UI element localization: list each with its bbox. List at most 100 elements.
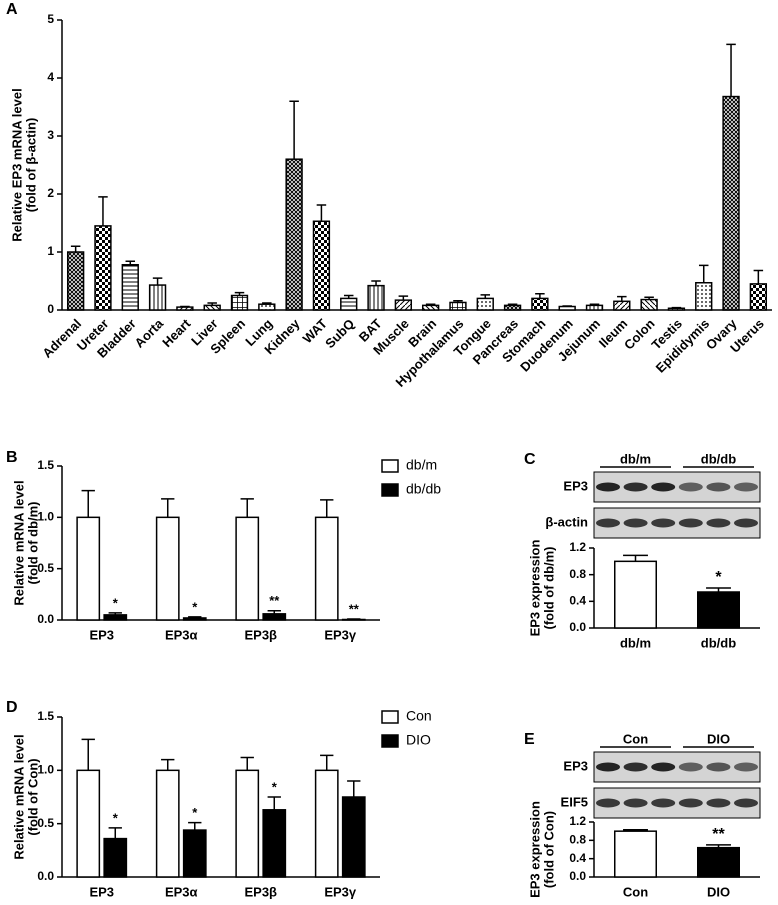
x-tick-label: DIO bbox=[707, 884, 730, 899]
blot-band bbox=[651, 482, 676, 492]
y-axis-label: EP3 expression bbox=[527, 801, 542, 898]
bar bbox=[476, 297, 494, 311]
lane-label: DIO bbox=[707, 731, 730, 746]
blot-band bbox=[734, 518, 758, 528]
error-bar bbox=[289, 100, 299, 160]
bar bbox=[121, 264, 139, 311]
significance: * bbox=[715, 569, 722, 586]
y-tick-label: 5 bbox=[47, 12, 54, 26]
y-tick-label: 1.5 bbox=[37, 458, 54, 472]
blot-band bbox=[651, 518, 676, 528]
error-bar bbox=[320, 754, 334, 771]
bar bbox=[421, 304, 440, 311]
bar bbox=[258, 303, 276, 311]
y-tick-label: 1.5 bbox=[37, 709, 54, 723]
bar bbox=[94, 225, 112, 311]
error-bar bbox=[623, 554, 648, 562]
blot-band bbox=[596, 482, 620, 492]
y-tick-label: 1.0 bbox=[37, 510, 54, 524]
blot-band bbox=[651, 798, 676, 808]
bar bbox=[503, 304, 522, 311]
bar bbox=[155, 516, 180, 621]
legend-swatch bbox=[381, 710, 399, 724]
bar bbox=[235, 516, 260, 621]
bar bbox=[394, 299, 413, 311]
error-bar bbox=[480, 294, 491, 299]
bar bbox=[667, 307, 686, 311]
significance: * bbox=[192, 805, 198, 820]
y-tick-label: 4 bbox=[47, 70, 54, 84]
y-axis-label: Relative EP3 mRNA level bbox=[9, 88, 24, 241]
x-tick-label: EP3 bbox=[89, 884, 114, 899]
error-bar bbox=[589, 303, 600, 306]
blot-band bbox=[623, 762, 648, 772]
bar bbox=[697, 846, 740, 878]
blot-band bbox=[623, 518, 648, 528]
x-tick-label: db/m bbox=[620, 635, 651, 650]
panel-label: C bbox=[524, 451, 536, 468]
y-axis-label: (fold of db/m) bbox=[541, 546, 556, 629]
x-tick-label: EP3β bbox=[244, 884, 277, 899]
bar bbox=[367, 284, 385, 311]
lane-label: Con bbox=[623, 731, 648, 746]
bar bbox=[449, 301, 467, 311]
blot-band bbox=[678, 518, 703, 528]
bar bbox=[558, 305, 576, 311]
lane-label: db/db bbox=[701, 451, 736, 466]
blot-band bbox=[706, 482, 731, 492]
error-bar bbox=[125, 260, 136, 265]
blot-row-label: EIF5 bbox=[561, 794, 588, 809]
blot-row-label: EP3 bbox=[563, 758, 588, 773]
error-bar bbox=[161, 758, 175, 771]
bar bbox=[262, 613, 287, 621]
bar bbox=[341, 796, 366, 878]
legend-label: Con bbox=[406, 708, 432, 724]
error-bar bbox=[267, 610, 281, 614]
error-bar bbox=[188, 616, 202, 618]
error-bar bbox=[562, 305, 572, 307]
bar bbox=[235, 769, 260, 878]
error-bar bbox=[706, 587, 731, 592]
bar bbox=[230, 294, 249, 311]
panel-label: A bbox=[6, 1, 18, 18]
y-tick-label: 0.8 bbox=[569, 567, 586, 581]
legend-label: DIO bbox=[406, 732, 431, 748]
y-axis-label: (fold of β-actin) bbox=[23, 118, 38, 213]
blot-band bbox=[734, 798, 758, 808]
error-bar bbox=[108, 827, 122, 839]
y-tick-label: 1.2 bbox=[569, 814, 586, 828]
bar bbox=[640, 298, 658, 311]
error-bar bbox=[152, 277, 163, 286]
error-bar bbox=[262, 302, 272, 305]
error-bar bbox=[347, 780, 361, 797]
blot-box bbox=[593, 471, 761, 503]
blot-box bbox=[593, 751, 761, 783]
significance: ** bbox=[269, 593, 280, 608]
error-bar bbox=[207, 302, 217, 306]
y-tick-label: 1 bbox=[47, 244, 54, 258]
y-tick-label: 0.8 bbox=[569, 833, 586, 847]
error-bar bbox=[535, 293, 545, 299]
error-bar bbox=[347, 618, 361, 620]
bar bbox=[155, 769, 180, 878]
panel-label: E bbox=[524, 731, 535, 748]
y-axis-label: EP3 expression bbox=[527, 540, 542, 637]
bar bbox=[314, 516, 339, 621]
blot-band bbox=[706, 798, 731, 808]
y-tick-label: 0.0 bbox=[569, 620, 586, 634]
error-bar bbox=[240, 498, 254, 518]
y-tick-label: 0.0 bbox=[569, 869, 586, 883]
x-tick-label: EP3γ bbox=[324, 627, 357, 642]
error-bar bbox=[180, 305, 190, 308]
y-tick-label: 2 bbox=[47, 186, 54, 200]
blot-band bbox=[706, 518, 731, 528]
error-bar bbox=[320, 499, 334, 518]
bar bbox=[103, 614, 128, 621]
error-bar bbox=[753, 269, 764, 284]
legend-swatch bbox=[381, 734, 399, 748]
legend-label: db/db bbox=[406, 481, 441, 497]
error-bar bbox=[240, 756, 254, 771]
x-tick-label: SubQ bbox=[322, 316, 357, 351]
panel-label: D bbox=[6, 699, 18, 716]
error-bar bbox=[316, 204, 327, 222]
